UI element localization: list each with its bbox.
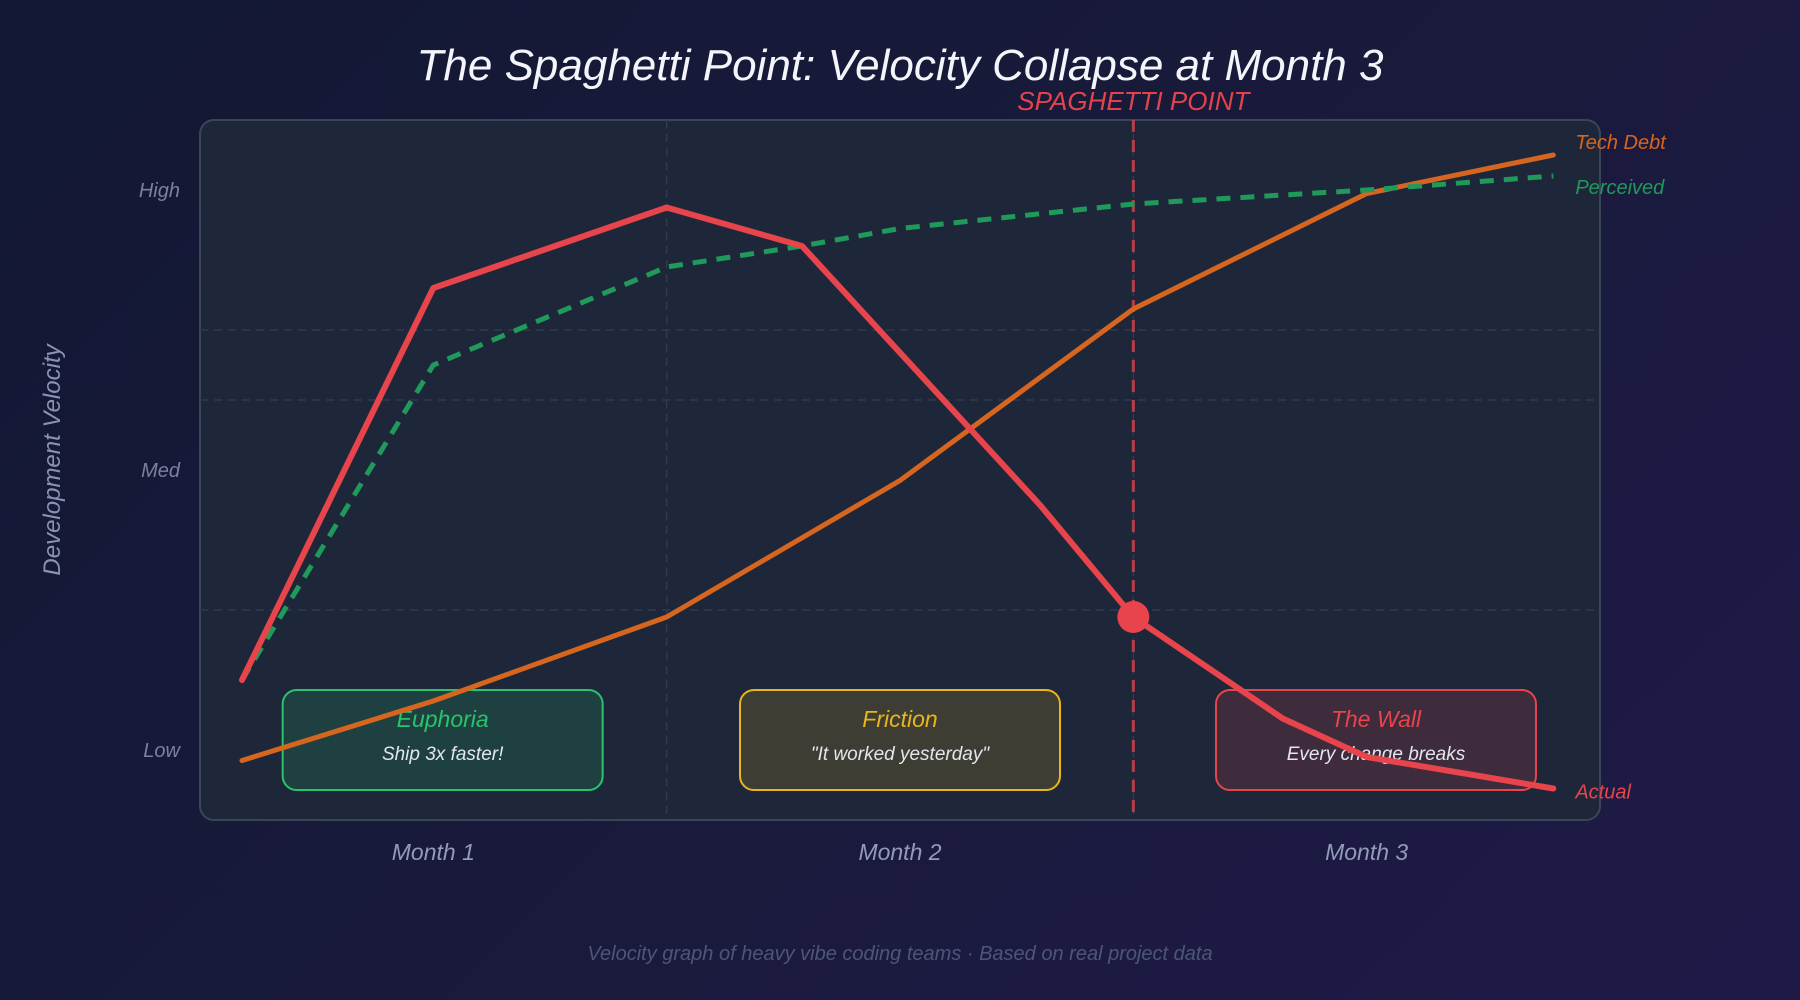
series-line-perceived <box>239 173 1554 682</box>
y-tick-label: Med <box>141 460 181 482</box>
series-layer <box>239 152 1557 792</box>
marker-layer <box>1117 601 1150 633</box>
phase-box-title: The Wall <box>1331 706 1422 732</box>
annotation-layer: SPAGHETTI POINT <box>1017 86 1251 820</box>
series-line-tech-debt <box>239 152 1556 763</box>
x-tick-label: Month 2 <box>858 839 941 865</box>
x-axis: Month 1 Month 2 Month 3 <box>392 839 1409 865</box>
series-labels: Actual Perceived Tech Debt <box>1574 132 1667 804</box>
series-end-label: Actual <box>1574 782 1631 804</box>
series-line-actual <box>239 204 1557 792</box>
x-tick-label: Month 1 <box>392 839 475 865</box>
chart-footer: Velocity graph of heavy vibe coding team… <box>587 943 1212 965</box>
series-end-label: Tech Debt <box>1575 132 1667 154</box>
x-tick-label: Month 3 <box>1325 839 1408 865</box>
phase-box-title: Friction <box>862 706 937 732</box>
spaghetti-point-marker <box>1117 601 1150 633</box>
y-axis: Low Med High <box>139 180 182 762</box>
phase-box-subtitle: "It worked yesterday" <box>811 744 990 765</box>
phase-box-subtitle: Ship 3x faster! <box>382 744 504 765</box>
spaghetti-point-label: SPAGHETTI POINT <box>1017 86 1251 116</box>
series-end-label: Perceived <box>1575 177 1665 199</box>
phase-box-the-wall: The Wall Every change breaks <box>1215 689 1537 791</box>
phase-box-euphoria: Euphoria Ship 3x faster! <box>281 689 604 791</box>
y-tick-label: Low <box>143 740 181 762</box>
phase-box-frame <box>739 689 1061 791</box>
plot-area <box>199 119 1601 821</box>
phase-box-title: Euphoria <box>397 706 489 732</box>
phase-box-frame <box>1215 689 1537 791</box>
phase-box-frame <box>281 689 604 791</box>
y-tick-label: High <box>139 180 180 202</box>
phase-boxes: Euphoria Ship 3x faster! Friction "It worke… <box>281 689 1537 791</box>
phase-box-subtitle: Every change breaks <box>1287 744 1466 765</box>
y-axis-title: Development Velocity <box>39 342 66 575</box>
chart-title: The Spaghetti Point: Velocity Collapse a… <box>417 41 1384 90</box>
phase-box-friction: Friction "It worked yesterday" <box>739 689 1061 791</box>
